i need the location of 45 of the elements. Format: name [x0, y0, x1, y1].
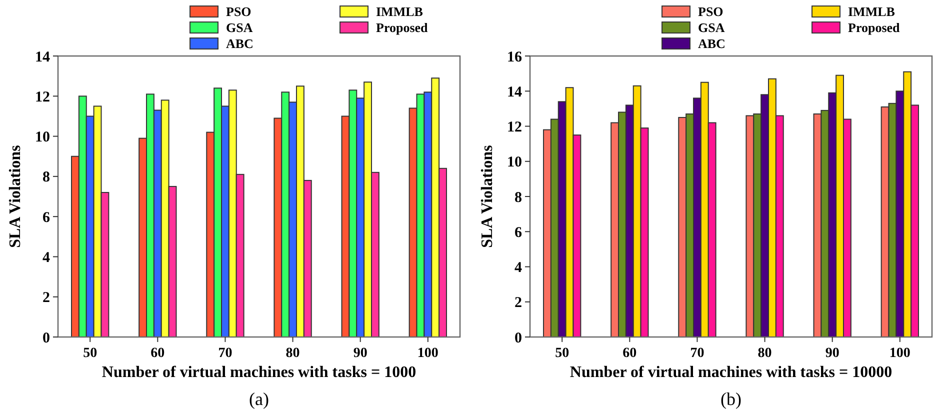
y-tick-label: 6	[514, 224, 522, 241]
x-tick-label: 90	[825, 346, 840, 361]
legend-label: ABC	[698, 36, 726, 51]
legend-label: GSA	[698, 20, 726, 35]
legend-label: Proposed	[376, 20, 429, 35]
y-tick-label: 8	[42, 170, 50, 186]
x-tick-label: 90	[353, 346, 368, 361]
x-tick-label: 80	[758, 346, 772, 361]
y-tick-label: 4	[514, 260, 522, 276]
y-axis-title: SLA Violations	[479, 145, 496, 248]
x-axis-title: Number of virtual machines with tasks = 10000	[570, 364, 892, 381]
text: (b)	[720, 389, 742, 409]
y-tick-label: 4	[42, 250, 50, 266]
x-tick-label: 60	[622, 346, 637, 361]
y-tick-label: 14	[35, 49, 50, 66]
y-tick-label: 0	[42, 330, 50, 346]
x-tick-label: 50	[83, 346, 98, 361]
x-axis-title: Number of virtual machines with tasks = 1000	[102, 364, 416, 381]
y-tick-label: 14	[507, 84, 522, 100]
y-tick-label: 0	[514, 330, 522, 346]
y-tick-label: 6	[42, 210, 50, 226]
y-tick-label: 2	[514, 295, 522, 312]
x-tick-label: 80	[286, 346, 300, 361]
y-tick-label: 2	[42, 290, 50, 306]
y-tick-label: 8	[514, 190, 522, 206]
legend-label: Proposed	[848, 20, 901, 35]
legend-label: IMMLB	[376, 4, 424, 19]
y-tick-label: 12	[35, 89, 50, 106]
y-tick-label: 10	[35, 130, 50, 146]
legend-label: PSO	[226, 4, 252, 19]
x-tick-label: 100	[417, 346, 438, 361]
x-tick-label: 60	[150, 346, 165, 361]
x-tick-label: 50	[555, 346, 570, 361]
y-tick-label: 12	[507, 120, 522, 136]
y-tick-label: 16	[507, 49, 522, 66]
y-tick-label: 10	[507, 154, 522, 171]
text: (a)	[249, 389, 269, 409]
x-tick-label: 70	[690, 346, 704, 361]
x-tick-label: 70	[218, 346, 232, 361]
y-axis-title: SLA Violations	[7, 145, 24, 248]
x-tick-label: 100	[889, 346, 910, 361]
legend-label: PSO	[698, 4, 724, 19]
legend-label: GSA	[226, 20, 254, 35]
legend-label: IMMLB	[848, 4, 896, 19]
legend-label: ABC	[226, 36, 254, 51]
